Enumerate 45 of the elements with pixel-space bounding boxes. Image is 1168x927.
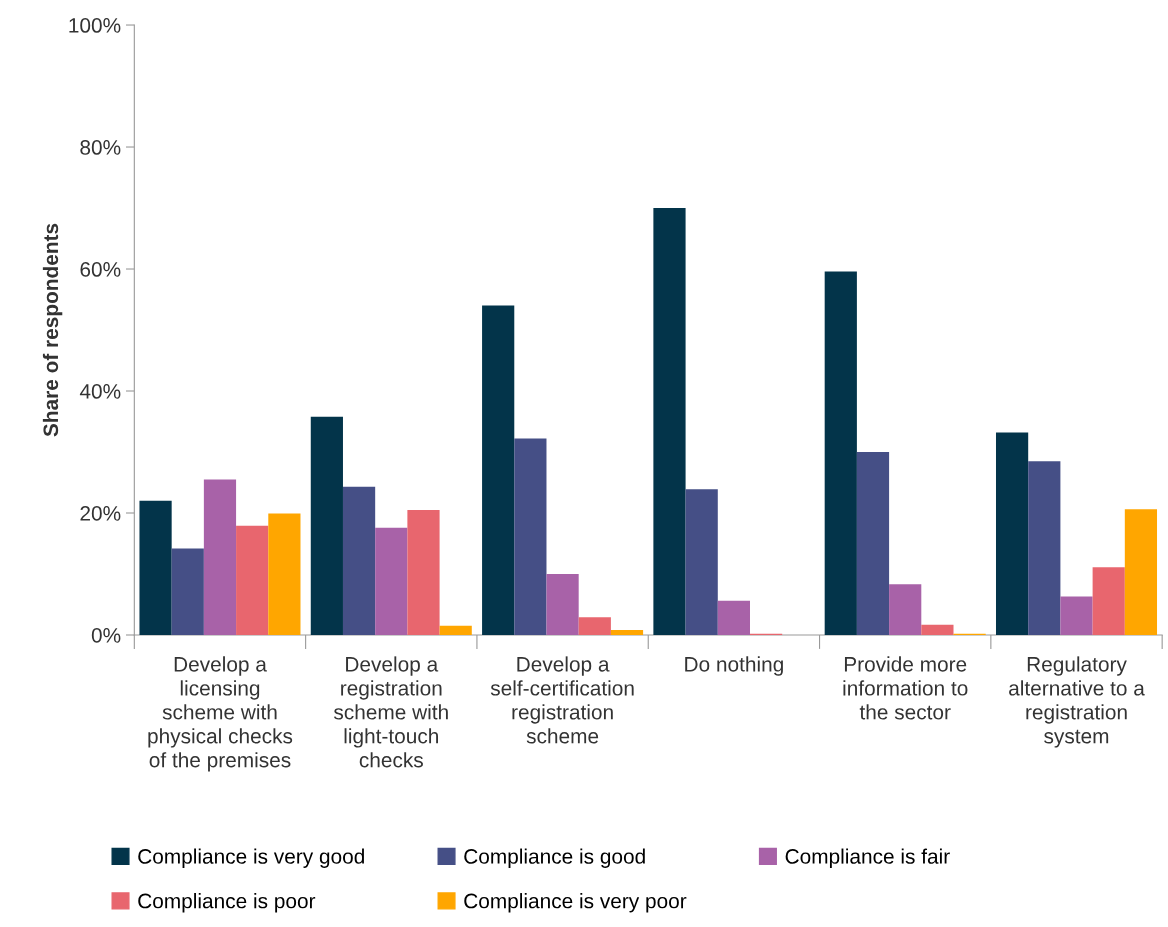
x-tick-label: Regulatory alternative to a registration system [1009, 656, 1145, 748]
bar [375, 527, 408, 635]
y-tick-label: 20% [80, 506, 121, 521]
bar [439, 625, 472, 635]
bar [342, 486, 376, 635]
bar [407, 509, 440, 635]
bar [1028, 461, 1061, 635]
x-tick-label: Provide more information to the sector [843, 656, 968, 720]
bar [856, 452, 890, 635]
bar [236, 525, 269, 635]
bar [995, 432, 1029, 635]
bar [139, 500, 172, 635]
bar [171, 548, 204, 635]
legend-label: Compliance is good [464, 848, 645, 868]
bar [514, 438, 547, 635]
bar [1092, 567, 1125, 635]
y-tick-label: 40% [79, 384, 121, 399]
y-tick-label: 100% [69, 18, 121, 33]
legend-label: Compliance is very poor [464, 893, 687, 913]
bar [1060, 596, 1093, 635]
y-tick-label: 60% [80, 262, 121, 277]
bar [717, 600, 750, 635]
bar [685, 489, 718, 635]
y-axis-title: Share of respondents [42, 223, 63, 437]
y-tick-label: 80% [80, 140, 121, 155]
x-tick-label: Develop a registration scheme with light-touch checks [333, 656, 448, 768]
bar [546, 574, 579, 635]
legend-label: Compliance is fair [785, 848, 950, 868]
bar [310, 416, 343, 635]
x-tick-label: Develop a licensing scheme with physical checks of the premises [148, 656, 293, 772]
bar [921, 624, 954, 635]
legend-label: Compliance is poor [138, 893, 316, 913]
bar [268, 513, 301, 635]
legend-label: Compliance is very good [138, 848, 364, 868]
y-tick-label: 0% [91, 628, 121, 643]
bar [653, 208, 686, 635]
bar [889, 584, 922, 635]
bar [578, 617, 611, 635]
bar [1124, 509, 1158, 635]
bar [203, 479, 237, 635]
bar [824, 271, 857, 635]
x-tick-label: Develop a self-certification registration scheme [490, 656, 634, 744]
x-tick-label: Do nothing [685, 656, 783, 676]
bar [482, 305, 515, 635]
bar [610, 630, 644, 635]
